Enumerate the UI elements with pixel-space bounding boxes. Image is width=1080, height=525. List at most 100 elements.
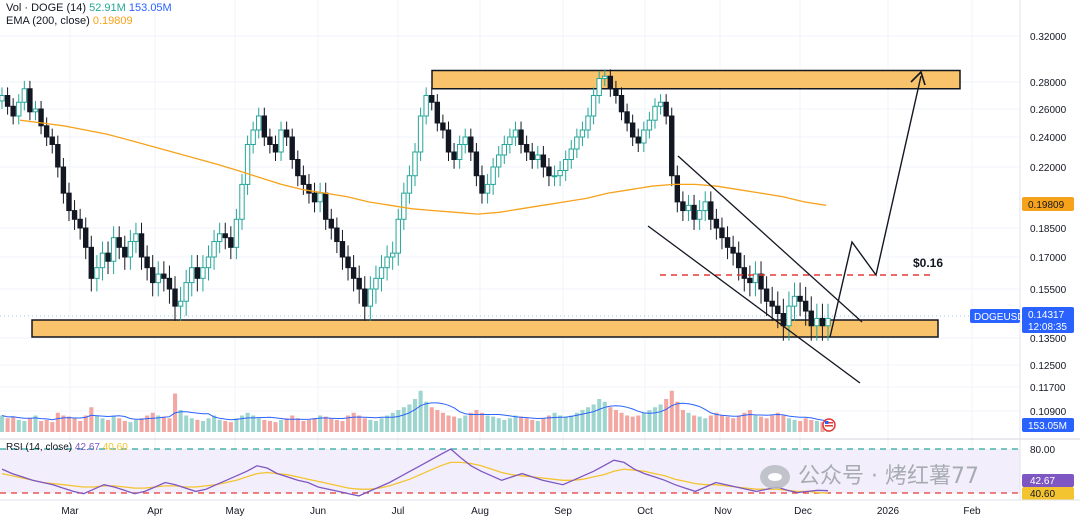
price-axis: 0.32000 0.28000 0.26000 0.24000 0.22000 0.185… [822,0,1074,500]
rsi-ma-legend-value: 40.60 [102,442,128,453]
volume-bar [440,412,445,432]
volume-bar [597,399,602,432]
candle-body [406,175,413,194]
volume-bar [552,412,557,432]
candle-body [429,95,435,103]
candle-body [105,252,111,262]
candle [99,241,106,281]
candle [763,276,770,316]
candle [473,143,480,187]
candle [730,235,736,266]
rsi-ma-tag-text: 40.60 [1030,489,1055,500]
candle-body [585,115,591,131]
candle-body [256,115,262,131]
candle [769,286,775,321]
projection-path [829,75,922,338]
candle-body [479,175,485,194]
candle-body [244,144,251,185]
candle-body [71,210,78,220]
ema-legend-label: EMA (200, close) [6,15,90,27]
time-tick-label: Jun [310,506,326,517]
candle-body [334,227,340,243]
candle [535,146,541,169]
candle-body [222,233,228,239]
channel-upper-line [677,155,863,323]
wechat-icon [760,465,790,489]
candle [261,107,268,146]
volume-bar [94,415,99,432]
volume-bar [39,421,44,432]
candle-body [267,136,273,145]
candle-body [758,273,764,290]
candle-body [306,183,312,194]
candle-body [278,129,284,153]
candle-body [769,300,775,307]
candle [362,276,368,321]
volume-bar [306,419,312,432]
candle [38,100,44,135]
volume-bar [496,418,501,432]
volume-bar [290,415,295,432]
zone-layer [31,69,961,338]
support-zone [31,319,939,338]
volume-bar [11,416,16,432]
candle [646,111,653,139]
volume-bar [413,399,418,432]
candle [228,226,234,260]
candle [596,71,602,104]
volume-bar [569,415,574,432]
candle-body [635,136,641,144]
volume-bar [491,416,496,432]
candle-body [4,95,11,107]
volume-bar [150,412,155,432]
candle [328,208,334,240]
volume-bar [747,410,752,432]
candle-body [719,227,725,239]
candle-body [674,175,681,203]
volume-bar [346,415,351,432]
volume-bar [686,412,691,432]
volume-bar [111,415,116,432]
candle-body [434,101,441,124]
candle [71,200,78,230]
candle-body [462,136,468,145]
rsi-value-tag [1022,474,1074,487]
candle [216,222,223,254]
time-tick-label: Feb [963,506,981,517]
candle-body [490,166,496,185]
candle [456,135,463,169]
volume-bar [145,415,150,432]
volume-bar [680,410,685,432]
candle-body [10,105,16,117]
symbol-tag-text: DOGEUSD [974,312,1025,323]
volume-bar [625,415,630,432]
candle [49,128,55,154]
candle [183,269,189,316]
candle [585,107,591,139]
candle [378,255,385,292]
volume-bar [736,415,741,432]
candle-body [825,317,831,327]
candle-body [680,201,686,212]
candle [685,194,692,222]
candle [350,255,357,292]
volume-bar [652,407,658,432]
volume-bar [591,404,596,432]
candle [267,128,273,154]
volume-bar [803,418,808,432]
candle-body [233,218,240,248]
candle [155,261,161,297]
candle [802,286,809,326]
candle-body [791,295,798,307]
volume-bar [340,421,345,432]
candle-body [155,273,161,284]
candle [719,217,725,250]
candle [518,121,524,154]
candle-body [797,295,803,302]
candle-body [133,233,139,243]
volume-bar [703,418,708,432]
candle [635,128,641,152]
candle-body [468,136,474,153]
watermark: 公众号 · 烤红薯77 [760,458,979,490]
volume-bar [429,407,434,432]
